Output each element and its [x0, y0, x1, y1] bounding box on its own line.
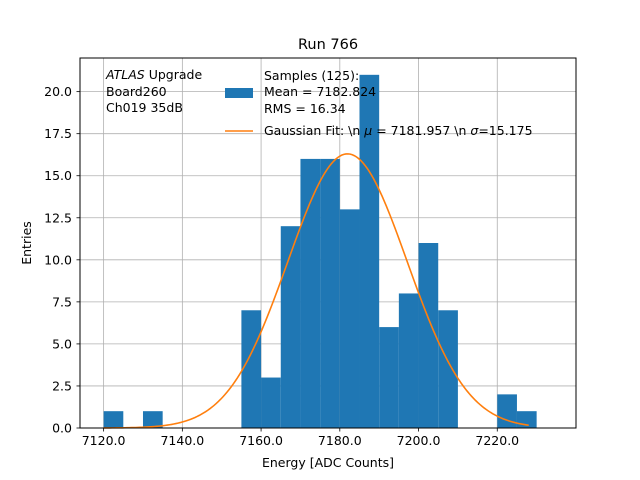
annotation-line-1: ATLAS Upgrade: [105, 67, 202, 82]
histogram-bar: [142, 411, 163, 428]
annotation-line-3: Ch019 35dB: [106, 100, 183, 115]
y-axis-ticks: 0.0 2.5 5.0 7.5 10.0 12.5 15.0 17.5 20.0: [44, 84, 80, 436]
histogram-bar: [497, 394, 517, 428]
legend-fit-part-3: =15.175: [478, 123, 532, 138]
x-tick-label: 7140.0: [160, 433, 204, 448]
legend: Samples (125): Mean = 7182.824 RMS = 16.…: [225, 68, 533, 138]
legend-fit-mu: μ: [363, 123, 372, 138]
y-tick-label: 17.5: [44, 126, 72, 141]
atlas-annotation: ATLAS Upgrade Board260 Ch019 35dB: [105, 67, 202, 115]
histogram-bar: [359, 74, 380, 429]
chart-title: Run 766: [298, 37, 358, 53]
histogram-bar: [300, 158, 321, 428]
legend-fit-sigma: σ: [470, 123, 479, 138]
x-tick-label: 7220.0: [475, 433, 519, 448]
histogram-bar: [103, 411, 124, 428]
y-tick-label: 5.0: [52, 336, 72, 351]
x-tick-label: 7200.0: [397, 433, 441, 448]
y-tick-label: 7.5: [52, 294, 72, 309]
histogram-bar: [379, 327, 399, 428]
y-tick-label: 12.5: [44, 210, 72, 225]
y-tick-label: 20.0: [44, 84, 72, 99]
legend-samples-line-3: RMS = 16.34: [264, 101, 346, 116]
y-axis-label: Entries: [19, 221, 34, 265]
histogram-bar: [438, 310, 458, 428]
histogram-bar: [339, 209, 360, 428]
y-tick-label: 10.0: [44, 252, 72, 267]
histogram-bar: [418, 243, 439, 428]
legend-histogram-patch: [225, 88, 253, 98]
legend-samples-line-2: Mean = 7182.824: [264, 84, 376, 99]
annotation-atlas: ATLAS: [105, 67, 145, 82]
legend-fit-text: Gaussian Fit: \n μ = 7181.957 \n σ=15.17…: [264, 123, 533, 138]
histogram-bar: [241, 310, 262, 428]
legend-fit-part-2: = 7181.957 \n: [372, 123, 470, 138]
x-tick-label: 7180.0: [318, 433, 362, 448]
gaussian-fit-curve: [103, 153, 529, 429]
legend-samples-line-1: Samples (125):: [264, 68, 359, 83]
y-tick-label: 15.0: [44, 168, 72, 183]
histogram-bar: [398, 293, 419, 428]
annotation-upgrade: Upgrade: [145, 67, 203, 82]
x-axis-label: Energy [ADC Counts]: [262, 455, 394, 470]
histogram-bar: [320, 158, 340, 428]
gaussian-fit: [103, 153, 529, 429]
histogram-bars: [103, 74, 537, 429]
x-tick-label: 7120.0: [82, 433, 126, 448]
y-tick-label: 0.0: [52, 421, 72, 436]
legend-fit-part-1: Gaussian Fit: \n: [264, 123, 364, 138]
annotation-line-2: Board260: [106, 84, 167, 99]
histogram-bar: [261, 377, 281, 428]
y-tick-label: 2.5: [52, 378, 72, 393]
plot-frame: [79, 57, 577, 429]
x-axis-ticks: 7120.0 7140.0 7160.0 7180.0 7200.0 7220.0: [82, 428, 519, 448]
histogram-bar: [280, 226, 301, 428]
x-tick-label: 7160.0: [239, 433, 283, 448]
